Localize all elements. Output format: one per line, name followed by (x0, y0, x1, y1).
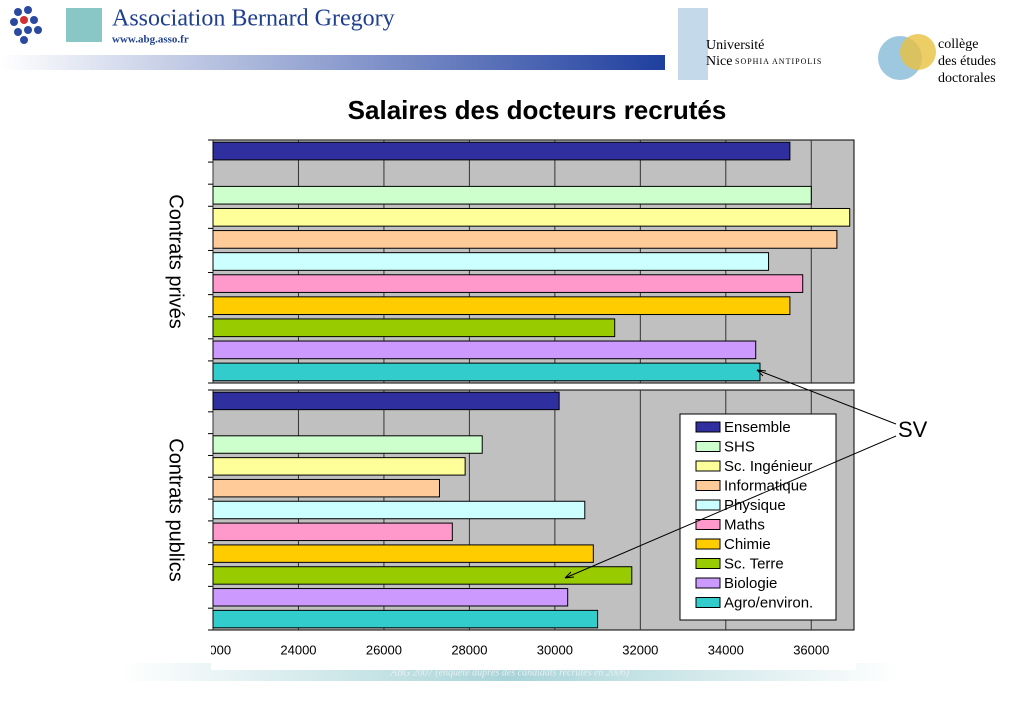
legend-label: Sc. Ingénieur (724, 458, 812, 475)
x-tick-label: 30000 (537, 642, 573, 657)
x-tick-label: 26000 (366, 642, 402, 657)
bar (212, 500, 586, 520)
bar (212, 318, 616, 338)
x-tick-label: 22000 (195, 642, 231, 657)
legend-label: Sc. Terre (724, 555, 784, 572)
group-label: Contrats privés (165, 194, 187, 329)
legend-swatch (695, 577, 721, 589)
college-name: des études (938, 54, 996, 69)
x-tick-label: 36000 (793, 642, 829, 657)
bar (212, 185, 812, 205)
legend-swatch (695, 597, 721, 608)
org-url: www.abg.asso.fr (112, 34, 189, 46)
bar (212, 207, 851, 227)
bar (212, 566, 633, 585)
legend-swatch (695, 538, 721, 550)
legend-label: Maths (724, 516, 765, 533)
org-name: Association Bernard Gregory (112, 6, 395, 32)
legend-label: Informatique (724, 477, 807, 494)
annotation-arrow (564, 435, 897, 579)
bar (212, 141, 791, 161)
legend-swatch (695, 480, 721, 491)
bar (212, 609, 599, 629)
legend-swatch (695, 499, 721, 511)
annotation: SV (898, 417, 928, 442)
bar (212, 435, 483, 454)
legend-swatch (695, 558, 721, 569)
x-tick-label: 28000 (451, 642, 487, 657)
bar (212, 230, 838, 249)
bar (212, 274, 804, 293)
legend-label: Ensemble (724, 419, 791, 436)
legend-label: Physique (724, 497, 786, 514)
bar (212, 340, 757, 360)
bar (212, 252, 770, 271)
annotation-arrow (756, 369, 897, 425)
group-label: Contrats publics (165, 438, 187, 581)
footer-source: ABG 2007 (enquête auprès des candidats r… (390, 667, 630, 678)
chart-title: Salaires des docteurs recrutés (348, 95, 727, 125)
legend-swatch (695, 441, 721, 452)
bar (212, 588, 569, 607)
header-band (0, 55, 665, 70)
bar (212, 457, 466, 476)
legend-label: Agro/environ. (724, 594, 813, 611)
college-name: collège (938, 37, 978, 52)
bar (212, 362, 761, 382)
bar (212, 522, 453, 542)
header: Association Bernard Gregory www.abg.asso… (0, 6, 996, 86)
univ-logo (678, 8, 708, 80)
legend-swatch (695, 519, 721, 530)
x-tick-label: 24000 (280, 642, 316, 657)
univ-city: Nice (706, 54, 732, 69)
legend-swatch (695, 460, 721, 472)
bar (212, 544, 594, 563)
abg-logo (10, 6, 102, 44)
college-name: doctorales (938, 71, 996, 86)
x-tick-label: 32000 (622, 642, 658, 657)
x-tick-label: 34000 (708, 642, 744, 657)
univ-campus: SOPHIA ANTIPOLIS (735, 57, 822, 66)
univ-name: Université (706, 38, 764, 53)
college-logo (900, 34, 936, 70)
legend-swatch (695, 421, 721, 433)
legend-label: Chimie (724, 536, 771, 553)
bar (212, 391, 560, 411)
bar (212, 296, 791, 316)
legend-label: SHS (724, 438, 755, 455)
legend-label: Biologie (724, 575, 777, 592)
bar (212, 478, 440, 498)
